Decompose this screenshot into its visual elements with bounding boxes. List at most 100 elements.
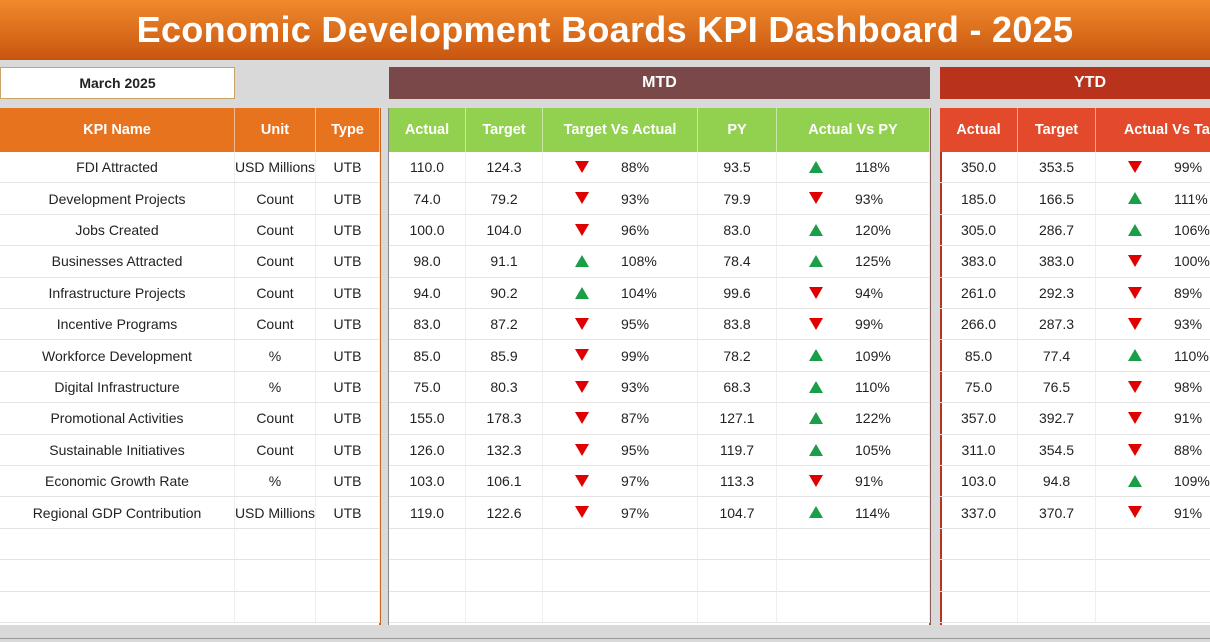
table-cell: Infrastructure Projects — [0, 277, 235, 309]
table-cell: Digital Infrastructure — [0, 371, 235, 404]
table-cell: 100.0 — [389, 214, 466, 247]
arrow-down — [809, 475, 823, 487]
bottom-line — [0, 638, 1210, 639]
column-header[interactable]: Target — [466, 108, 543, 152]
table-cell: 99.6 — [698, 277, 777, 309]
table-cell: 94.0 — [389, 277, 466, 309]
table-cell: USD Millions — [235, 497, 316, 529]
table-cell: % — [235, 371, 316, 404]
arrow-down — [1128, 380, 1142, 393]
table-cell: 79.2 — [466, 183, 543, 215]
column-header[interactable]: Target Vs Actual — [543, 108, 698, 152]
table-cell: 85.0 — [940, 340, 1018, 372]
empty-cell — [940, 528, 1018, 561]
mtd-panel — [388, 108, 931, 625]
empty-cell — [1018, 591, 1096, 623]
table-cell: Count — [235, 214, 316, 247]
empty-cell — [389, 560, 466, 592]
table-cell: UTB — [316, 183, 380, 215]
arrow-down — [1128, 161, 1142, 173]
arrow-up — [809, 412, 823, 425]
table-cell: 185.0 — [940, 183, 1018, 215]
arrow-down — [809, 286, 823, 299]
column-header[interactable]: Actual — [940, 108, 1018, 152]
table-cell: 111% — [1096, 183, 1210, 215]
table-cell: 266.0 — [940, 309, 1018, 341]
column-header[interactable]: Actual Vs Target — [1096, 108, 1210, 152]
table-cell: UTB — [316, 434, 380, 466]
table-cell: 103.0 — [940, 466, 1018, 498]
arrow-up — [1128, 349, 1142, 362]
empty-cell — [543, 591, 698, 623]
table-cell: UTB — [316, 246, 380, 278]
table-cell: 109% — [1096, 466, 1210, 498]
table-cell: Businesses Attracted — [0, 246, 235, 278]
table-cell: 354.5 — [1018, 434, 1096, 466]
percent-value: 120% — [855, 221, 891, 238]
percent-value: 97% — [621, 473, 650, 490]
arrow-down — [575, 192, 589, 205]
table-cell: 383.0 — [940, 246, 1018, 278]
table-cell: 90.2 — [466, 277, 543, 309]
percent-value: 96% — [621, 221, 650, 238]
table-cell: 97% — [543, 497, 698, 529]
empty-cell — [543, 560, 698, 592]
empty-cell — [1096, 529, 1210, 561]
table-cell: 383.0 — [1018, 246, 1096, 278]
table-cell: Count — [235, 434, 316, 466]
table-cell: 78.4 — [698, 246, 777, 278]
table-cell: Regional GDP Contribution — [0, 497, 235, 529]
table-cell: 83.0 — [698, 214, 777, 247]
table-cell: Development Projects — [0, 183, 235, 215]
table-cell: 286.7 — [1018, 214, 1096, 247]
table-cell: 178.3 — [466, 403, 543, 435]
arrow-down — [1128, 286, 1142, 299]
table-cell: 68.3 — [698, 371, 777, 404]
empty-cell — [235, 528, 316, 561]
table-cell: UTB — [316, 466, 380, 498]
column-header[interactable]: Target — [1018, 108, 1096, 152]
table-cell: UTB — [316, 309, 380, 341]
table-cell: 125% — [777, 246, 930, 278]
percent-value: 99% — [855, 316, 884, 333]
table-cell: 87% — [543, 403, 698, 435]
empty-cell — [316, 528, 380, 561]
table-cell: 83.0 — [389, 309, 466, 341]
arrow-up — [575, 286, 589, 299]
table-cell: UTB — [316, 214, 380, 247]
arrow-down — [1128, 412, 1142, 425]
ytd-panel — [940, 108, 1210, 625]
column-header[interactable]: Unit — [235, 108, 316, 152]
percent-value: 106% — [1174, 221, 1210, 238]
table-cell: 104.0 — [466, 214, 543, 247]
arrow-up — [809, 255, 823, 268]
column-header[interactable]: Type — [316, 108, 380, 152]
arrow-down — [575, 161, 589, 173]
arrow-down — [1128, 443, 1142, 456]
table-cell: 105% — [777, 434, 930, 466]
column-header[interactable]: Actual — [389, 108, 466, 152]
arrow-up — [1128, 223, 1142, 236]
table-cell: 357.0 — [940, 403, 1018, 435]
arrow-down — [1128, 318, 1142, 330]
empty-cell — [235, 560, 316, 592]
arrow-up — [809, 161, 823, 173]
percent-value: 111% — [1174, 190, 1208, 207]
column-header[interactable]: KPI Name — [0, 108, 235, 152]
month-selector[interactable]: March 2025 — [0, 67, 235, 99]
column-header[interactable]: Actual Vs PY — [777, 108, 930, 152]
arrow-down — [809, 192, 823, 205]
table-cell: 114% — [777, 497, 930, 529]
table-cell: Jobs Created — [0, 214, 235, 247]
percent-value: 99% — [1174, 159, 1203, 176]
percent-value: 104% — [621, 284, 657, 301]
table-cell: 83.8 — [698, 309, 777, 341]
percent-value: 118% — [855, 159, 890, 176]
arrow-down — [1128, 506, 1142, 519]
table-cell: 311.0 — [940, 434, 1018, 466]
kpi-panel — [0, 108, 381, 625]
table-cell: 97% — [543, 466, 698, 498]
column-header[interactable]: PY — [698, 108, 777, 152]
percent-value: 93% — [1174, 316, 1203, 333]
table-cell: 98% — [1096, 372, 1210, 404]
